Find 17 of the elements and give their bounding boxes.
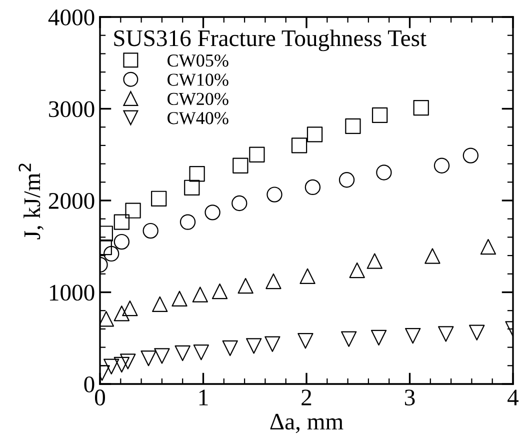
x-tick-label: 2 <box>302 390 312 406</box>
legend-label: CW40% <box>168 112 228 124</box>
legend-label: CW05% <box>168 54 228 67</box>
x-axis-title: Δa, mm <box>270 414 344 434</box>
y-axis-title: J, kJ/m$^{2}$ <box>18 164 44 240</box>
x-tick-label: 3 <box>404 390 415 406</box>
y-tick-label: 4000 <box>48 9 94 26</box>
y-tick-label: 0 <box>84 376 94 392</box>
legend-label: CW20% <box>168 92 228 106</box>
y-tick-label: 3000 <box>49 101 94 118</box>
legend-label: CW10% <box>168 74 228 86</box>
y-tick-label: 2000 <box>48 192 94 209</box>
x-tick-label: 4 <box>508 390 519 406</box>
x-tick-label: 0 <box>94 390 106 406</box>
y-tick-label: 1000 <box>50 284 94 301</box>
x-tick-label: 1 <box>199 390 208 406</box>
legend-title: SUS316 Fracture Toughness Test <box>114 30 426 52</box>
